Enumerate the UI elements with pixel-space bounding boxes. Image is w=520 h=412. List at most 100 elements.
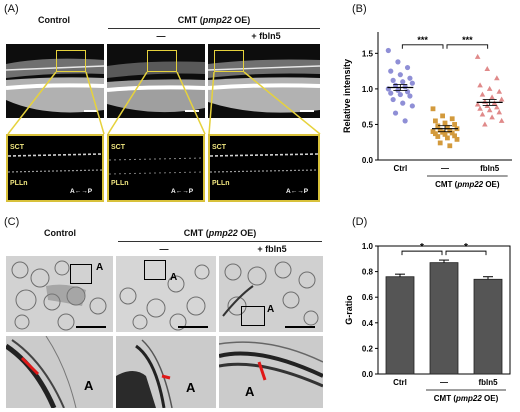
significance-bracket xyxy=(446,44,489,49)
bar-chart-g-ratio: 0.0 0.2 0.4 0.6 0.8 1.0 G-ratio Ctrl — fbln5 * * CMT… xyxy=(344,242,511,403)
axis-orientation-label: A←→P xyxy=(286,188,309,195)
data-point xyxy=(392,110,399,116)
data-point xyxy=(388,90,394,96)
bar xyxy=(473,278,503,375)
data-point xyxy=(445,135,450,141)
zoom-inset-cmt: SCT PLLn A←→P xyxy=(107,134,205,202)
data-point xyxy=(385,47,391,54)
data-point xyxy=(388,68,394,74)
data-point xyxy=(440,113,445,119)
panel-a-header-minus: — xyxy=(156,31,166,41)
em-image-fbln5: A xyxy=(219,256,323,332)
data-point xyxy=(498,117,505,123)
sct-label: SCT xyxy=(212,144,226,151)
axis-orientation-label: A←→P xyxy=(70,188,93,195)
x-tick-label: Ctrl xyxy=(393,164,407,173)
data-point xyxy=(433,118,438,124)
data-point xyxy=(397,72,403,78)
x-tick-label: Ctrl xyxy=(393,378,407,387)
x-tick-label: fbln5 xyxy=(480,164,500,173)
em-zoom-fbln5: A xyxy=(219,336,323,408)
data-point xyxy=(407,93,413,99)
zoom-box-control xyxy=(56,50,86,72)
y-tick-label: 0.6 xyxy=(362,293,374,302)
data-point xyxy=(400,79,406,85)
data-point xyxy=(498,96,505,102)
zoom-box xyxy=(144,260,166,280)
y-tick-label: 0.0 xyxy=(362,370,374,379)
plln-label: PLLn xyxy=(212,180,230,187)
plln-label: PLLn xyxy=(111,180,129,187)
scale-bar xyxy=(76,326,106,328)
panel-c-header-minus: — xyxy=(159,244,169,254)
em-image-cmt: A xyxy=(116,256,216,332)
y-tick-label: 0.2 xyxy=(362,344,374,353)
scale-bar xyxy=(185,110,199,112)
significance-label: * xyxy=(420,242,424,253)
scale-bar xyxy=(84,110,98,112)
panel-a-header-cmt: CMT (pmp22 OE) xyxy=(177,15,251,25)
data-point xyxy=(452,122,457,127)
fluorescence-drawing xyxy=(107,44,205,118)
y-tick-label: 1.0 xyxy=(362,242,374,251)
axon-label: A xyxy=(245,384,255,399)
data-point xyxy=(402,84,408,90)
panel-a-letter: (A) xyxy=(4,3,19,15)
scale-bar xyxy=(300,110,314,112)
axon-label: A xyxy=(170,272,178,283)
panel-c-header-plus: + fbln5 xyxy=(257,244,287,254)
data-point xyxy=(409,103,415,109)
fluorescence-drawing xyxy=(6,44,104,118)
significance-label: *** xyxy=(417,35,428,45)
data-point xyxy=(447,128,453,134)
data-point xyxy=(395,59,401,65)
data-point xyxy=(452,133,457,139)
data-point xyxy=(479,111,486,117)
zoom-box-cmt xyxy=(147,50,177,72)
y-axis-label: Relative intensity xyxy=(342,59,352,133)
data-point xyxy=(407,75,413,81)
data-point xyxy=(496,109,503,115)
data-point xyxy=(430,106,436,112)
em-zoom-drawing xyxy=(116,336,216,408)
y-tick-label: 0.8 xyxy=(362,268,374,277)
em-texture xyxy=(219,256,323,332)
y-tick-label: 0.5 xyxy=(362,120,374,129)
inset-drawing xyxy=(109,157,203,175)
fluorescence-image-control xyxy=(6,44,104,118)
panel-c-header-cmt: CMT (pmp22 OE) xyxy=(183,228,257,238)
panel-a-header-control: Control xyxy=(38,15,70,25)
zoom-box xyxy=(241,306,265,326)
fluorescence-image-fbln5 xyxy=(208,44,320,118)
inset-drawing xyxy=(8,153,102,173)
data-point xyxy=(482,121,488,127)
data-point xyxy=(494,75,500,81)
x-tick-label: fbln5 xyxy=(478,378,498,387)
data-point xyxy=(489,114,495,120)
data-point xyxy=(474,53,481,59)
data-point xyxy=(397,91,403,98)
group-label: CMT (pmp22 OE) xyxy=(435,180,500,189)
significance-label: *** xyxy=(462,35,473,45)
data-point xyxy=(447,143,453,149)
em-zoom-drawing xyxy=(6,336,113,408)
panel-a-header-plus: + fbln5 xyxy=(251,31,281,41)
data-point xyxy=(454,136,460,142)
zoom-connectors xyxy=(7,71,321,135)
zoom-box-fbln5 xyxy=(214,50,244,72)
sct-label: SCT xyxy=(111,144,125,151)
em-zoom-drawing xyxy=(219,336,323,408)
axon-label: A xyxy=(96,262,104,273)
axon-label: A xyxy=(84,378,94,393)
data-point xyxy=(402,118,408,124)
data-point xyxy=(477,105,483,111)
y-tick-label: 1.5 xyxy=(362,49,374,58)
data-point xyxy=(489,94,495,100)
zoom-inset-fbln5: SCT PLLn A←→P xyxy=(208,134,320,202)
panel-b-letter: (B) xyxy=(352,3,367,15)
panel-c-header-control: Control xyxy=(44,228,76,238)
panel-c-header-line xyxy=(118,241,322,242)
data-point xyxy=(435,123,441,129)
data-point xyxy=(477,82,483,88)
data-point xyxy=(449,116,455,122)
